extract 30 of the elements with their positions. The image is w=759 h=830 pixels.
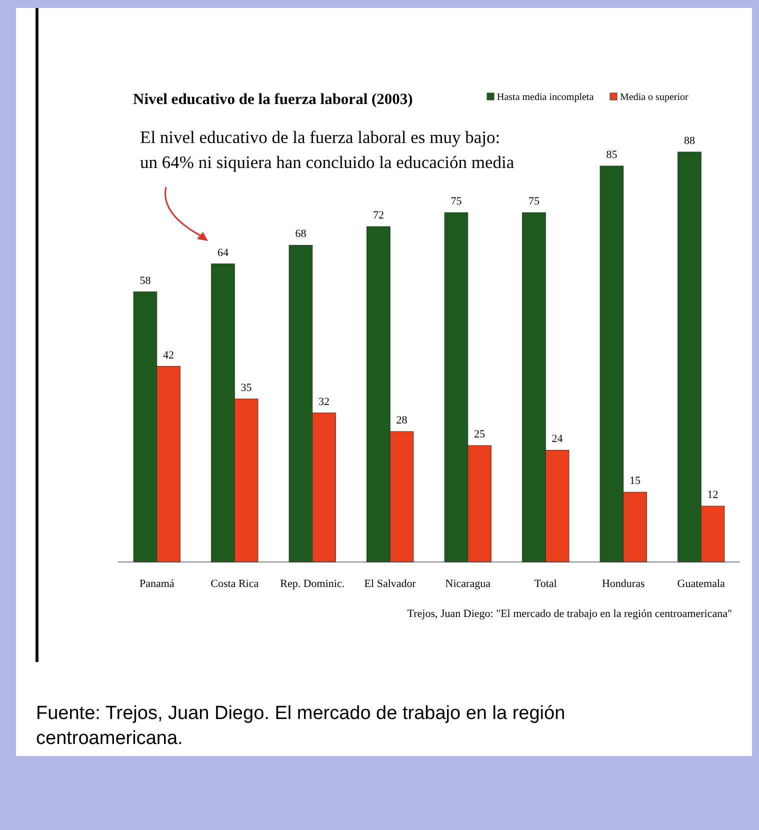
x-tick-label: Honduras [602,578,645,590]
data-label: 88 [684,135,696,147]
x-tick-label: Guatemala [677,578,726,590]
data-label: 24 [552,433,564,446]
x-tick-label: Panamá [139,578,174,590]
data-label: 58 [140,274,152,287]
legend-label: Media o superior [620,92,689,103]
data-label: 85 [606,148,618,161]
data-label: 32 [318,396,330,408]
data-label: 72 [372,210,384,222]
data-label: 64 [217,246,229,259]
data-label: 28 [396,414,408,427]
legend-label: Hasta media incompleta [497,92,594,103]
data-label: 42 [163,349,174,362]
data-label: 68 [295,228,307,240]
x-tick-label: Nicaragua [445,578,491,590]
data-label: 15 [630,475,642,488]
x-tick-label: Rep. Dominic. [280,578,345,590]
x-tick-label: El Salvador [364,578,416,590]
source-note: Fuente: Trejos, Juan Diego. El mercado de trabajo en la región centroamericana. [36,703,566,749]
data-label: 75 [450,196,462,208]
data-label: 12 [707,489,718,502]
annotation: El nivel educativo de la fuerza laboral es muy bajo: un 64% ni siquiera han concluido la educación media [140,127,514,172]
chart-title: Nivel educativo de la fuerza laboral (2003) [133,91,413,108]
text: Trejos, Juan Diego: "El mercado de trabajo en la región centroamericana" [407,608,732,620]
x-tick-label: Costa Rica [210,578,259,590]
x-tick-label: Total [534,578,557,590]
data-label: 75 [528,196,540,208]
data-label: 35 [240,382,252,394]
data-label: 25 [474,428,486,441]
